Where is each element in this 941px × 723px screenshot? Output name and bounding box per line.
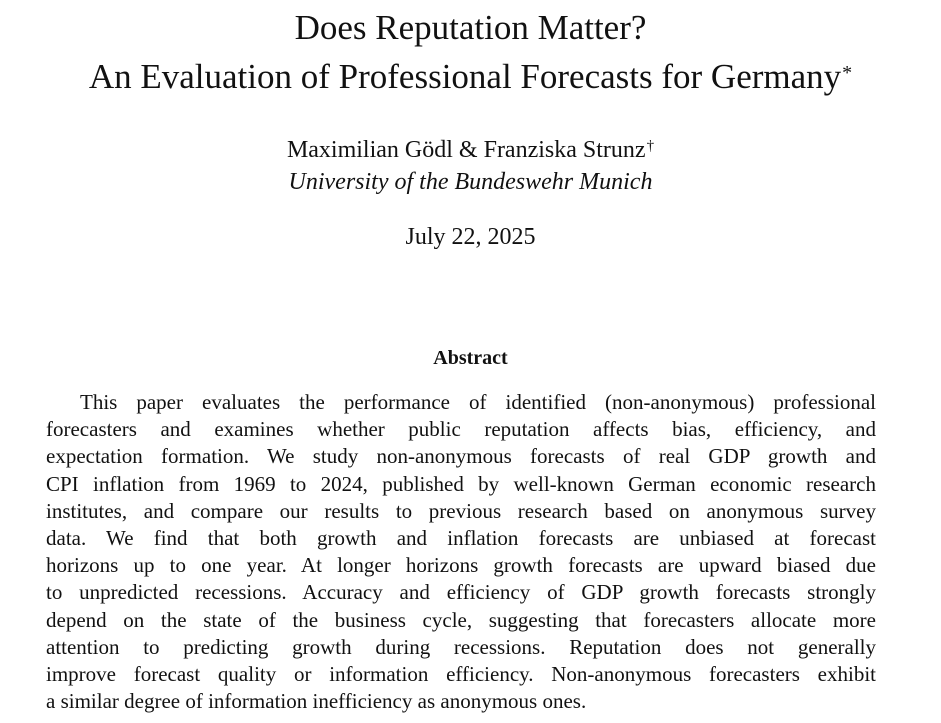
authors-footnote-mark[interactable]: †	[646, 138, 655, 154]
abstract-line: improve forecast quality or information …	[46, 661, 876, 686]
abstract-line: This paper evaluates the performance of …	[80, 390, 876, 414]
paper-affiliation: University of the Bundeswehr Munich	[288, 169, 653, 195]
abstract-line: to unpredicted recessions. Accuracy and …	[46, 580, 876, 605]
paper-title-line-1: Does Reputation Matter?	[0, 8, 941, 48]
abstract-line: institutes, and compare our results to p…	[46, 498, 876, 523]
abstract-line: depend on the state of the business cycl…	[46, 607, 876, 632]
abstract-line: forecasters and examines whether public …	[46, 417, 876, 442]
paper-title-line-2-text: An Evaluation of Professional Forecasts …	[88, 57, 842, 96]
abstract-line: attention to predicting growth during re…	[46, 634, 876, 659]
abstract-line: data. We find that both growth and infla…	[46, 525, 876, 550]
abstract-line: a similar degree of information ineffici…	[46, 689, 587, 714]
abstract-body: This paper evaluates the performance of …	[46, 389, 876, 715]
paper-title-line-2: An Evaluation of Professional Forecasts …	[0, 57, 941, 97]
title-footnote-mark[interactable]: *	[842, 62, 853, 84]
abstract-line: horizons up to one year. At longer horiz…	[46, 553, 876, 578]
abstract-line: expectation formation. We study non-anon…	[46, 444, 876, 469]
abstract-heading: Abstract	[433, 347, 508, 369]
paper-authors-text: Maximilian Gödl & Franziska Strunz	[286, 137, 646, 163]
paper-authors: Maximilian Gödl & Franziska Strunz†	[0, 135, 941, 165]
abstract-line: CPI inflation from 1969 to 2024, publish…	[46, 471, 876, 496]
paper-title-line-1-text: Does Reputation Matter?	[294, 8, 647, 47]
paper-date: July 22, 2025	[405, 224, 536, 250]
